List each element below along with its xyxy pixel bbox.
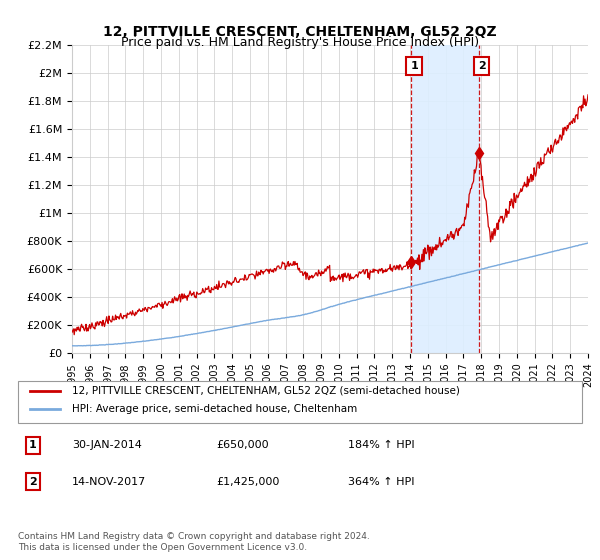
Text: 30-JAN-2014: 30-JAN-2014 [72,440,142,450]
Text: Contains HM Land Registry data © Crown copyright and database right 2024.
This d: Contains HM Land Registry data © Crown c… [18,532,370,552]
Text: 1: 1 [29,440,37,450]
Text: Price paid vs. HM Land Registry's House Price Index (HPI): Price paid vs. HM Land Registry's House … [121,36,479,49]
Text: 12, PITTVILLE CRESCENT, CHELTENHAM, GL52 2QZ (semi-detached house): 12, PITTVILLE CRESCENT, CHELTENHAM, GL52… [72,386,460,396]
Text: 2: 2 [29,477,37,487]
Text: 1: 1 [410,62,418,71]
Text: £650,000: £650,000 [216,440,269,450]
Text: 2: 2 [478,62,485,71]
Text: HPI: Average price, semi-detached house, Cheltenham: HPI: Average price, semi-detached house,… [72,404,357,414]
Text: 184% ↑ HPI: 184% ↑ HPI [348,440,415,450]
Text: £1,425,000: £1,425,000 [216,477,280,487]
Text: 12, PITTVILLE CRESCENT, CHELTENHAM, GL52 2QZ: 12, PITTVILLE CRESCENT, CHELTENHAM, GL52… [103,25,497,39]
Text: 364% ↑ HPI: 364% ↑ HPI [348,477,415,487]
Text: 14-NOV-2017: 14-NOV-2017 [72,477,146,487]
